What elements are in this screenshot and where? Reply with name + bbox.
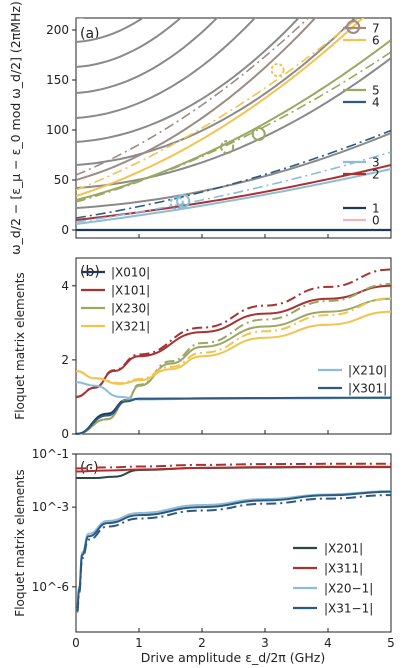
level-3-line [76, 168, 391, 225]
y-tick-label: 200 [46, 23, 69, 37]
legend-label-4: 4 [372, 96, 380, 110]
gray-level-line [76, 18, 257, 119]
level-4-dashdot [76, 129, 391, 219]
series-dashdot-2 [75, 282, 392, 435]
legend-label-2: 2 [372, 168, 380, 182]
x-tick-label: 5 [387, 636, 395, 650]
level-5-line [76, 39, 391, 201]
panel-a-curves [76, 18, 391, 232]
panel-a-yticks: 0 50 100 150 200 [46, 23, 76, 237]
avoided-crossing-marker [270, 63, 285, 77]
legend-label: |X230| [111, 302, 150, 316]
legend-label: |X101| [111, 284, 150, 298]
gray-level-line [76, 18, 85, 19]
avoided-crossing-marker [220, 140, 235, 154]
y-tick-label: 10^-3 [32, 500, 69, 514]
legend-label: |X31−1| [324, 602, 373, 616]
x-axis-label: Drive amplitude ε_d/2π (GHz) [141, 650, 325, 665]
y-tick-label: 10^-6 [32, 580, 69, 594]
x-tick-label: 3 [261, 636, 269, 650]
series-line-3 [75, 310, 392, 386]
series-dashdot-1 [75, 268, 392, 398]
panel-b: (b) 024 |X010||X101||X230||X321||X210||X… [13, 257, 392, 441]
shared-x-axis: 0 1 2 3 4 5 [72, 234, 395, 650]
legend-label: |X311| [324, 562, 363, 576]
legend-label: |X201| [324, 542, 363, 556]
level-5-dashdot [76, 51, 391, 203]
level-7-line [76, 18, 317, 181]
gray-level-line [76, 18, 182, 68]
panel-c: (c) 10^-110^-310^-6 |X201||X311||X20−1||… [13, 447, 392, 633]
y-tick-label: 4 [61, 279, 69, 293]
y-tick-label: 0 [61, 223, 69, 237]
panel-b-yticks: 0 2 4 [61, 279, 76, 441]
panel-c-frame [75, 453, 392, 633]
series-dashdot-3 [76, 494, 391, 614]
panel-c-ylabel: Floquet matrix elements [13, 469, 27, 616]
panel-c-legend: |X201| |X311| |X20−1| |X31−1| [293, 542, 373, 616]
series-line-5 [75, 396, 391, 435]
y-tick-label: 2 [61, 353, 69, 367]
level-3-dashdot [76, 151, 391, 223]
legend-label-0: 0 [372, 214, 380, 228]
gray-level-line [76, 57, 391, 189]
panel-a-frame [75, 17, 392, 239]
panel-c-lines [76, 462, 391, 614]
series-dashdot-1 [76, 462, 391, 470]
legend-label: |X010| [111, 266, 150, 280]
avoided-crossing-marker [176, 194, 191, 208]
x-tick-label: 4 [324, 636, 332, 650]
avoided-crossing-marker [169, 196, 184, 210]
legend-label: |X20−1| [324, 582, 373, 596]
legend-label-6: 6 [372, 34, 380, 48]
y-tick-label: 10^-1 [32, 447, 69, 461]
panel-a-legend: 76 54 32 10 [343, 22, 380, 228]
y-tick-label: 50 [54, 173, 69, 187]
x-tick-label: 0 [72, 636, 80, 650]
avoided-crossing-marker [251, 127, 266, 141]
level-2-line [76, 164, 391, 221]
y-tick-label: 150 [46, 73, 69, 87]
series-line-1 [76, 465, 391, 473]
legend-label-1: 1 [372, 202, 380, 216]
x-tick-label: 2 [198, 636, 206, 650]
panel-c-yticks: 10^-1 10^-3 10^-6 [32, 447, 76, 594]
panel-a-label: (a) [80, 26, 100, 42]
panel-c-curves [76, 462, 391, 614]
series-dashdot-3 [75, 297, 392, 385]
legend-label-7: 7 [372, 22, 380, 36]
gray-level-line [76, 18, 300, 143]
panel-a-ylabel: ω_d/2 − [ε_μ − ε_0 mod ω_d/2] (2πMHz) [8, 1, 23, 255]
panel-b-legend: |X010| |X101| |X230| |X321| |X210| |X301| [81, 266, 387, 396]
y-tick-label: 0 [61, 427, 69, 441]
level-6-line [76, 18, 365, 197]
legend-label-3: 3 [372, 156, 380, 170]
gray-level-line [76, 18, 145, 43]
panel-a-lines [76, 18, 391, 232]
gray-level-line [76, 18, 219, 94]
panel-b-curves [75, 268, 392, 435]
legend-label-5: 5 [372, 84, 380, 98]
level-6-dashdot [76, 18, 360, 191]
panel-b-ylabel: Floquet matrix elements [13, 272, 27, 419]
legend-label: |X321| [111, 320, 150, 334]
y-tick-label: 100 [46, 123, 69, 137]
legend-label: |X301| [348, 382, 387, 396]
level-7-dashdot [76, 18, 310, 176]
legend-label: |X210| [348, 364, 387, 378]
x-tick-label: 1 [135, 636, 143, 650]
